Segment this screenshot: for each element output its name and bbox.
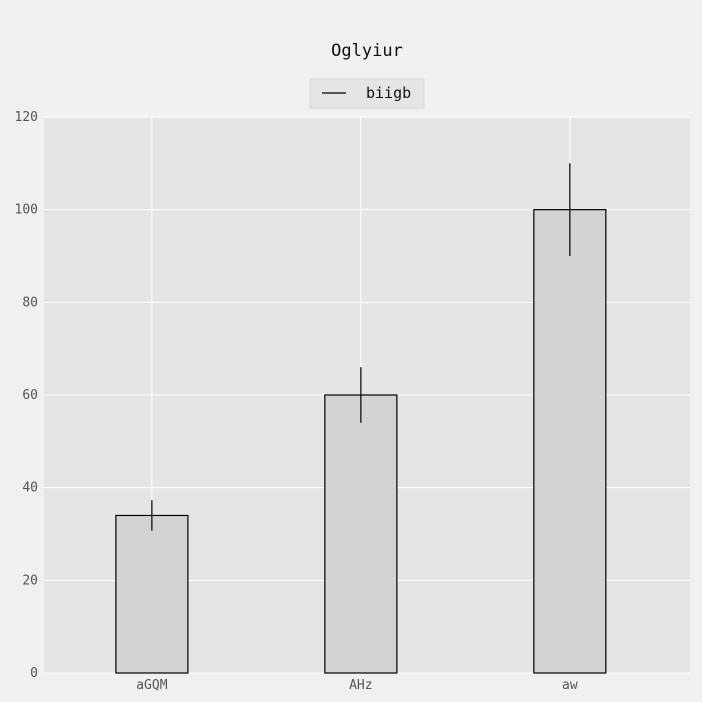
error-bars-layer xyxy=(151,163,571,531)
y-tick-label: 0 xyxy=(30,666,38,681)
y-tick-label: 80 xyxy=(22,295,38,310)
bar xyxy=(533,209,607,674)
legend: biigb xyxy=(309,78,425,109)
bar xyxy=(115,514,189,674)
y-tick-label: 40 xyxy=(22,481,38,496)
x-axis-ticks: aGQM AHz aw xyxy=(136,678,578,693)
legend-label: biigb xyxy=(366,84,411,102)
y-tick-label: 100 xyxy=(15,203,38,218)
bars-layer xyxy=(115,209,607,674)
bar xyxy=(324,394,398,674)
x-tick-label: AHz xyxy=(349,678,372,693)
chart-title: Oglyiur xyxy=(331,41,403,61)
y-tick-label: 120 xyxy=(15,110,38,125)
x-tick-label: aGQM xyxy=(136,678,167,693)
y-tick-label: 60 xyxy=(22,388,38,403)
y-axis-ticks: 0 20 40 60 80 100 120 xyxy=(15,110,38,681)
y-tick-label: 20 xyxy=(22,573,38,588)
x-tick-label: aw xyxy=(562,678,578,693)
